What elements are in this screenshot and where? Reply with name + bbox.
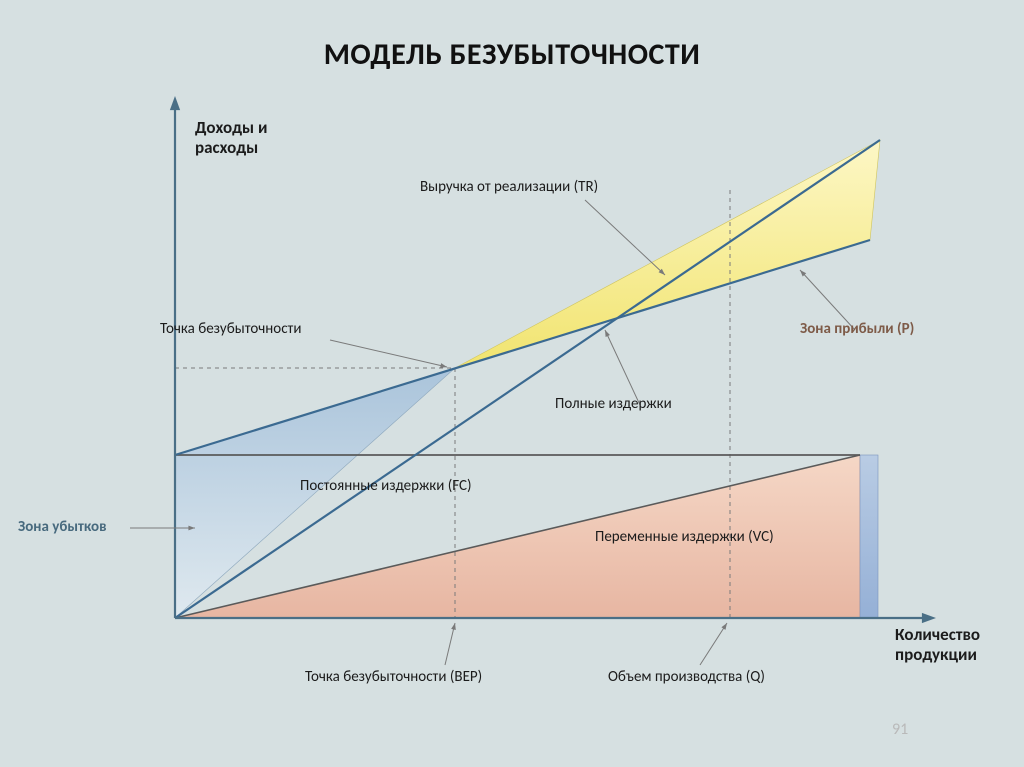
q-label: Объем производства (Q) <box>608 668 765 686</box>
tr-label: Выручка от реализации (TR) <box>420 178 598 196</box>
bep-top-label: Точка безубыточности <box>160 320 301 338</box>
tc-label: Полные издержки <box>555 395 672 413</box>
loss-zone-label: Зона убытков <box>18 518 107 536</box>
bep-bottom-label: Точка безубыточности (BEP) <box>305 668 482 686</box>
breakeven-chart <box>0 0 1024 767</box>
y-axis-label: Доходы и расходы <box>195 118 267 159</box>
profit-zone-label: Зона прибыли (P) <box>800 320 914 338</box>
x-axis-label: Количество продукции <box>895 625 980 666</box>
page-number: 91 <box>892 720 908 739</box>
vc-label: Переменные издержки (VC) <box>595 528 774 546</box>
fc-label: Постоянные издержки (FC) <box>300 477 472 495</box>
